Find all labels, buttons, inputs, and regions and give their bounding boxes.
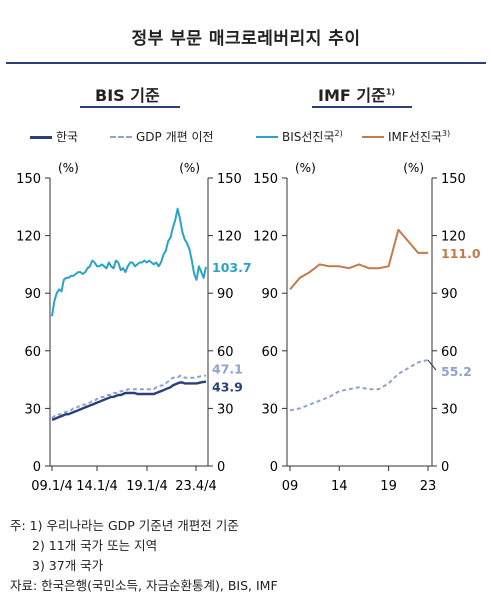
bis-y-unit-right: (%): [179, 161, 200, 175]
imf-end-label-imf-advanced: 111.0: [441, 246, 481, 261]
footnote-3: 3) 37개 국가: [32, 558, 104, 573]
imf-ytick-label-right-150: 150: [441, 172, 466, 187]
bis-ytick-label-right-30: 30: [217, 402, 234, 417]
bis-y-unit-left: (%): [58, 161, 79, 175]
footnote-2: 2) 11개 국가 또는 지역: [32, 538, 158, 553]
imf-xtick-label-2: 19: [380, 479, 397, 494]
imf-ytick-label-left-150: 150: [253, 172, 278, 187]
imf-korea-leader-line: [427, 359, 437, 371]
imf-xtick-label-1: 14: [331, 479, 348, 494]
bis-series-gdp-before: [51, 374, 207, 419]
imf-ytick-label-left-0: 0: [270, 460, 278, 475]
imf-ytick-label-right-90: 90: [441, 287, 458, 302]
imf-series-imf-advanced: [289, 228, 428, 291]
bis-series-bis-advanced: [51, 207, 207, 317]
imf-ytick-label-right-120: 120: [441, 230, 466, 245]
footnote-1: 주: 1) 우리나라는 GDP 기준년 개편전 기준: [10, 518, 239, 533]
bis-ytick-label-right-120: 120: [217, 230, 242, 245]
bis-ytick-label-right-0: 0: [217, 460, 225, 475]
imf-ytick-label-left-120: 120: [253, 230, 278, 245]
bis-ytick-label-left-30: 30: [24, 402, 41, 417]
panel-right-heading: IMF 기준1): [318, 86, 396, 105]
legend-swatch-imf-advanced: [362, 136, 384, 138]
source-note: 자료: 한국은행(국민소득, 자금순환통계), BIS, IMF: [10, 578, 278, 593]
imf-xtick-label-3: 23: [420, 479, 437, 494]
imf-ytick-label-left-90: 90: [261, 287, 278, 302]
bis-ytick-label-left-60: 60: [24, 345, 41, 360]
legend-swatch-bis-advanced: [256, 136, 278, 138]
top-rule: [6, 62, 486, 64]
panel-right-underline: [312, 106, 412, 108]
imf-y-unit-left: (%): [295, 161, 316, 175]
legend-swatch-gdp-before: [110, 136, 132, 138]
bis-end-label-bis-advanced: 103.7: [212, 260, 252, 275]
bis-ytick-label-left-0: 0: [33, 460, 41, 475]
bis-ytick-label-left-90: 90: [24, 287, 41, 302]
page-title: 정부 부문 매크로레버리지 추이: [131, 29, 361, 49]
bis-ytick-label-left-120: 120: [16, 230, 41, 245]
panel-left-heading: BIS 기준: [95, 86, 160, 105]
chart-legend: 한국 GDP 개편 이전 BIS선진국2) IMF선진국3): [12, 128, 482, 150]
panel-left-underline: [80, 106, 180, 108]
bis-series-korea: [51, 380, 207, 422]
imf-ytick-label-right-60: 60: [441, 345, 458, 360]
bis-xtick-label-3: 23.4/4: [175, 479, 217, 494]
bis-end-label-gdp-before: 47.1: [212, 362, 243, 377]
footnotes: 주: 1) 우리나라는 GDP 기준년 개편전 기준 2) 11개 국가 또는 …: [10, 516, 278, 596]
bis-xtick-label-1: 14.1/4: [76, 479, 118, 494]
imf-xtick-label-0: 09: [282, 479, 299, 494]
imf-y-unit-right: (%): [403, 161, 424, 175]
imf-ytick-label-right-30: 30: [441, 402, 458, 417]
imf-series-korea: [289, 359, 429, 412]
bis-ytick-label-right-90: 90: [217, 287, 234, 302]
legend-swatch-korea: [30, 136, 52, 139]
imf-ytick-label-left-30: 30: [261, 402, 278, 417]
imf-ytick-label-right-0: 0: [441, 460, 449, 475]
imf-ytick-label-left-60: 60: [261, 345, 278, 360]
bis-ytick-label-left-150: 150: [16, 172, 41, 187]
bis-xtick-label-0: 09.1/4: [31, 479, 73, 494]
imf-end-label-korea: 55.2: [441, 364, 472, 379]
bis-xtick-label-2: 19.1/4: [126, 479, 168, 494]
bis-end-label-korea: 43.9: [212, 380, 243, 395]
bis-ytick-label-right-60: 60: [217, 345, 234, 360]
bis-ytick-label-right-150: 150: [217, 172, 242, 187]
